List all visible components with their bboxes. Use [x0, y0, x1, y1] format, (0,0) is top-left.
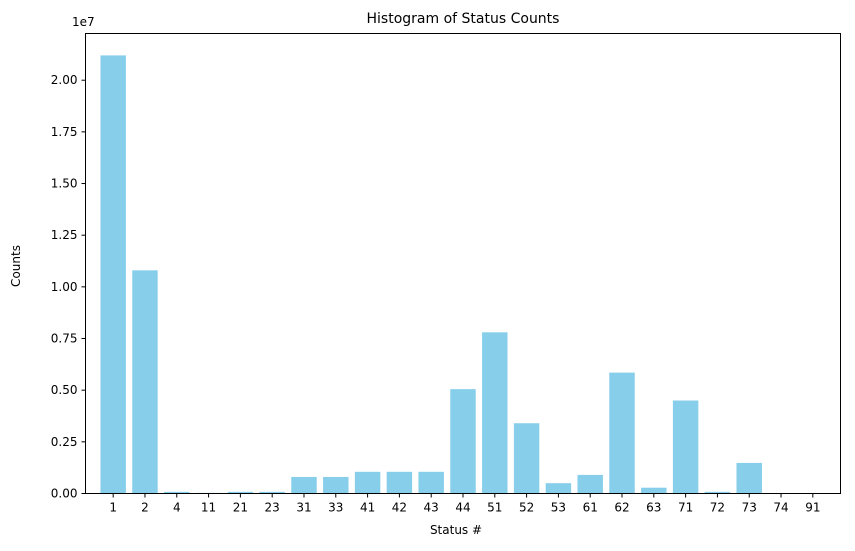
bar-61 — [577, 475, 602, 494]
x-tick-label: 11 — [201, 501, 216, 515]
bar-31 — [291, 477, 316, 494]
x-tick-label: 33 — [328, 501, 343, 515]
y-axis-ticks: 0.00 0.25 0.50 0.75 1.00 1.25 1.50 1.75 2.00 — [51, 73, 86, 500]
bar-2 — [132, 270, 157, 493]
y-tick-label: 0.75 — [51, 332, 78, 346]
x-tick-label: 72 — [710, 501, 725, 515]
y-tick-label: 1.75 — [51, 125, 78, 139]
bar-51 — [482, 332, 507, 493]
y-axis-offset-label: 1e7 — [72, 15, 95, 29]
y-tick-label: 0.00 — [51, 487, 78, 501]
x-tick-label: 1 — [109, 501, 117, 515]
y-tick-label: 1.00 — [51, 280, 78, 294]
x-tick-label: 41 — [360, 501, 375, 515]
x-tick-label: 4 — [173, 501, 181, 515]
bar-53 — [546, 483, 571, 493]
y-tick-label: 0.25 — [51, 435, 78, 449]
bar-1 — [100, 55, 125, 493]
bar-71 — [673, 401, 698, 494]
x-tick-label: 61 — [583, 501, 598, 515]
x-tick-label: 2 — [141, 501, 149, 515]
y-tick-label: 0.50 — [51, 383, 78, 397]
bar-62 — [609, 373, 634, 494]
y-tick-label: 1.50 — [51, 177, 78, 191]
bar-73 — [737, 463, 762, 494]
x-tick-label: 71 — [678, 501, 693, 515]
x-tick-label: 21 — [233, 501, 248, 515]
bar-43 — [418, 472, 443, 494]
bar-42 — [387, 472, 412, 494]
x-tick-label: 23 — [265, 501, 280, 515]
x-tick-label: 63 — [646, 501, 661, 515]
x-tick-label: 62 — [614, 501, 629, 515]
bar-44 — [450, 389, 475, 493]
bar-63 — [641, 488, 666, 494]
x-axis-ticks: 1 2 4 11 21 23 31 33 41 42 43 44 51 52 53 61 62 63 71 72 73 7… — [109, 494, 820, 515]
x-tick-label: 42 — [392, 501, 407, 515]
x-tick-label: 73 — [742, 501, 757, 515]
chart-title: Histogram of Status Counts — [367, 11, 560, 27]
x-tick-label: 52 — [519, 501, 534, 515]
x-axis-label: Status # — [430, 523, 482, 537]
x-tick-label: 44 — [455, 501, 470, 515]
x-tick-label: 31 — [296, 501, 311, 515]
x-tick-label: 91 — [805, 501, 820, 515]
y-axis-label: Counts — [9, 245, 23, 287]
y-tick-label: 2.00 — [51, 73, 78, 87]
bar-52 — [514, 423, 539, 493]
bar-33 — [323, 477, 348, 494]
y-tick-label: 1.25 — [51, 228, 78, 242]
x-tick-label: 74 — [773, 501, 788, 515]
bars-group — [100, 55, 825, 493]
x-tick-label: 53 — [551, 501, 566, 515]
x-tick-label: 51 — [487, 501, 502, 515]
bar-41 — [355, 472, 380, 494]
x-tick-label: 43 — [424, 501, 439, 515]
